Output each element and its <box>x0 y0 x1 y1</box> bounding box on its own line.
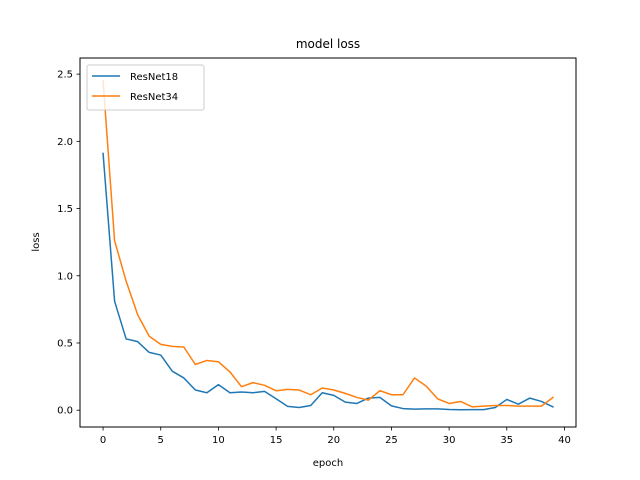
x-axis: 0 5 10 15 20 25 30 35 40 <box>100 427 571 446</box>
x-tick-label: 20 <box>327 435 340 446</box>
plot-area <box>102 80 554 411</box>
y-tick-label: 2.5 <box>57 70 73 81</box>
series-line-resnet18 <box>102 152 554 411</box>
series-line-resnet34 <box>102 80 554 408</box>
y-axis: 0.0 0.5 1.0 1.5 2.0 2.5 <box>57 70 80 417</box>
y-tick-label: 1.0 <box>57 271 73 282</box>
x-tick-label: 40 <box>558 435 571 446</box>
legend-label-resnet18: ResNet18 <box>130 72 178 83</box>
chart-title: model loss <box>296 37 360 51</box>
x-tick-label: 0 <box>100 435 106 446</box>
x-axis-label: epoch <box>313 458 343 469</box>
x-tick-label: 10 <box>212 435 225 446</box>
y-axis-label: loss <box>31 232 42 251</box>
y-tick-label: 1.5 <box>57 204 73 215</box>
x-tick-label: 5 <box>158 435 164 446</box>
x-tick-label: 35 <box>500 435 513 446</box>
y-tick-label: 0.5 <box>57 338 73 349</box>
x-tick-label: 15 <box>270 435 283 446</box>
x-tick-label: 30 <box>443 435 456 446</box>
y-tick-label: 0.0 <box>57 406 73 417</box>
x-tick-label: 25 <box>385 435 398 446</box>
plot-frame <box>79 57 577 428</box>
y-tick-label: 2.0 <box>57 137 73 148</box>
legend-label-resnet34: ResNet34 <box>130 92 178 103</box>
legend: ResNet18 ResNet34 <box>86 64 205 111</box>
